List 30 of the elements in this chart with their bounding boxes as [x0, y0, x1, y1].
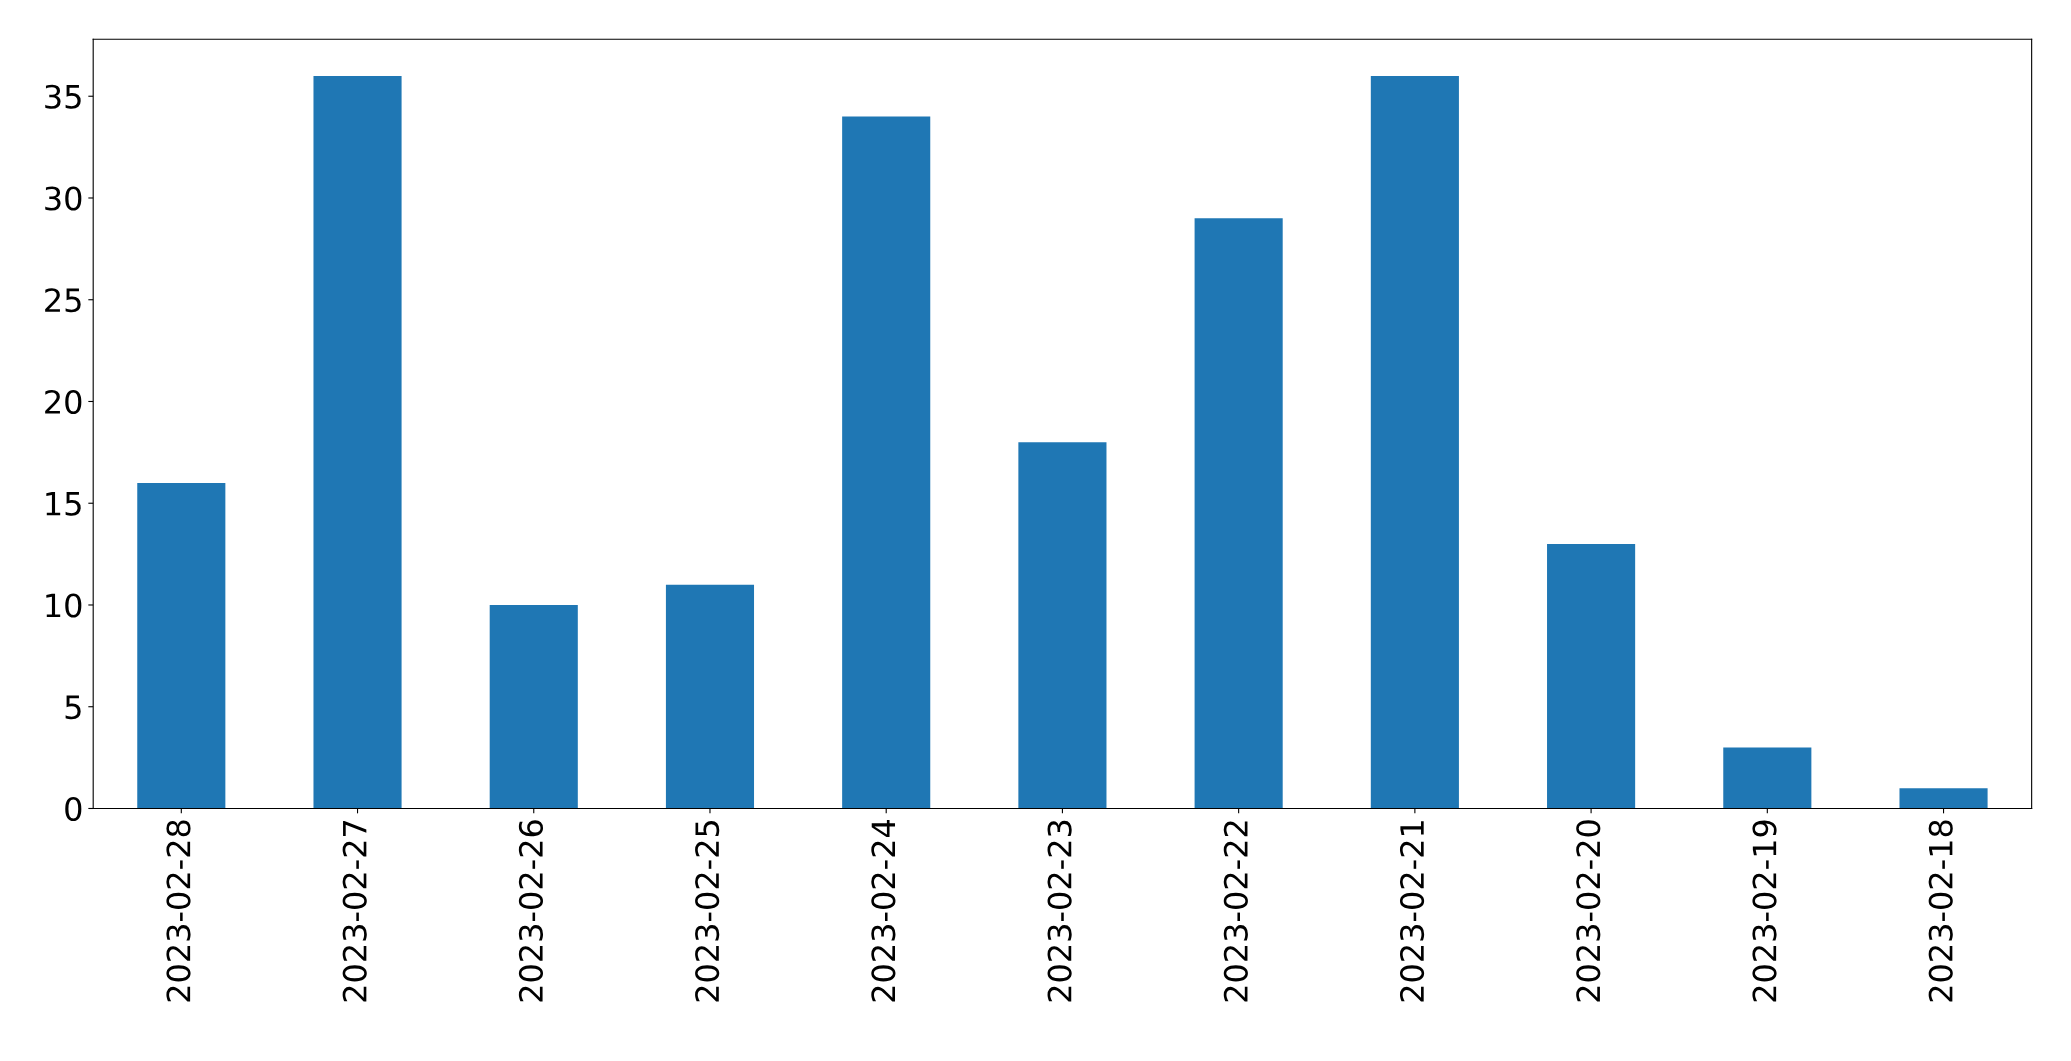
- x-tick-label: 2023-02-22: [1223, 821, 1248, 1002]
- bar: [1723, 747, 1812, 809]
- y-tick-label: 0: [65, 796, 82, 822]
- x-tick-label: 2023-02-18: [1928, 820, 1953, 1002]
- x-tick-label: 2023-02-24: [871, 820, 896, 1002]
- x-tick-label: 2023-02-26: [518, 820, 544, 1002]
- x-tick-label: 2023-02-27: [342, 820, 367, 1002]
- x-tick-label: 2023-02-19: [1752, 820, 1777, 1002]
- x-tick-label: 2023-02-21: [1399, 821, 1425, 1002]
- x-tick-label: 2023-02-25: [695, 820, 720, 1002]
- bar: [1370, 75, 1459, 809]
- y-tick-label: 35: [45, 84, 81, 109]
- bar: [842, 116, 931, 809]
- bar: [1899, 788, 1988, 809]
- x-tick-label: 2023-02-28: [166, 820, 191, 1002]
- bar: [1018, 442, 1107, 809]
- bar: [137, 482, 226, 809]
- y-tick-label: 25: [45, 288, 81, 313]
- x-tick-label: 2023-02-20: [1576, 820, 1601, 1002]
- bar: [665, 584, 755, 809]
- bar: [1194, 218, 1283, 809]
- y-tick-label: 15: [46, 492, 81, 516]
- y-tick-label: 5: [65, 695, 81, 720]
- bar: [313, 75, 402, 809]
- bar: [1547, 543, 1636, 809]
- x-tick-label: 2023-02-23: [1047, 820, 1072, 1002]
- y-tick-label: 20: [45, 389, 82, 415]
- y-tick-label: 10: [46, 593, 82, 618]
- y-tick-label: 30: [45, 186, 82, 211]
- bar: [489, 604, 578, 809]
